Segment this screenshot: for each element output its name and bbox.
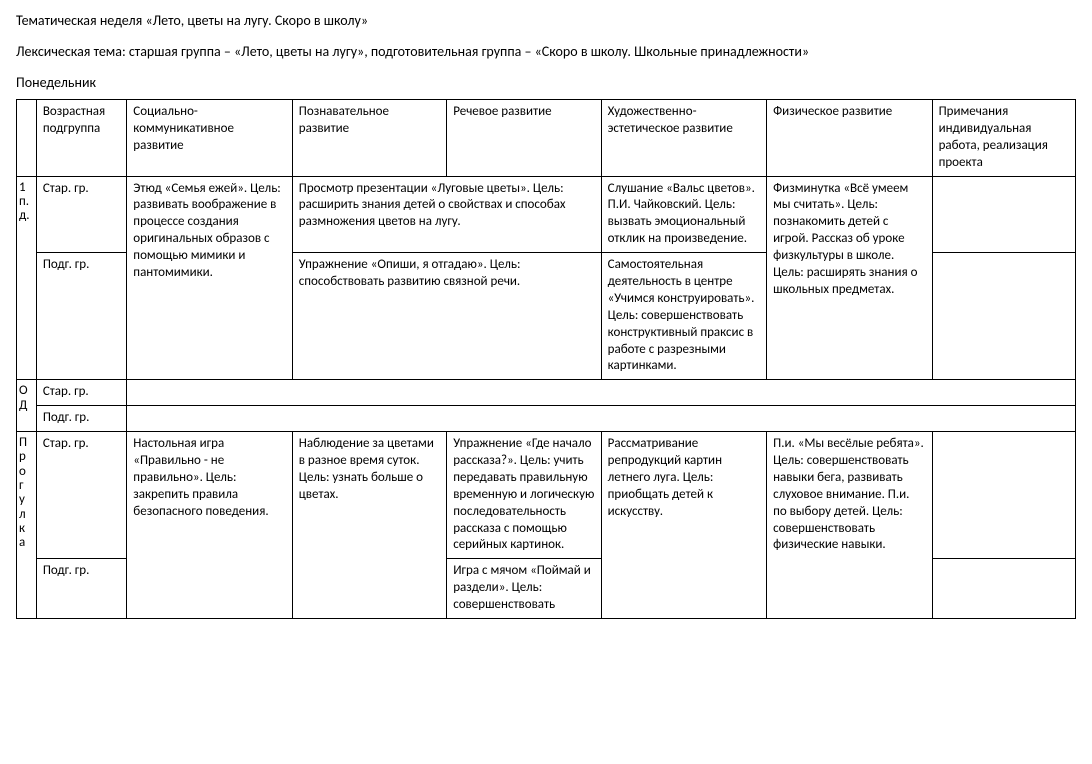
group-cell: Подг. гр. bbox=[36, 253, 126, 380]
period-char: у bbox=[19, 493, 34, 507]
period-char: П bbox=[19, 436, 34, 450]
period-od: О Д bbox=[17, 380, 37, 432]
cell-social: Настольная игра «Правильно - не правильн… bbox=[127, 432, 292, 619]
header-physical: Физическое развитие bbox=[767, 100, 932, 177]
table-row: Подг. гр. bbox=[17, 406, 1076, 432]
cell-physical: П.и. «Мы весёлые ребята». Цель: совершен… bbox=[767, 432, 932, 619]
cell-cognitive: Наблюдение за цветами в разное время сут… bbox=[292, 432, 446, 619]
header-art: Художественно-эстетическое развитие bbox=[601, 100, 766, 177]
period-char: к bbox=[19, 522, 34, 536]
period-char: 1 bbox=[19, 181, 34, 195]
table-row: 1 п. д. Стар. гр. Этюд «Семья ежей». Цел… bbox=[17, 176, 1076, 253]
period-char: п. bbox=[19, 195, 34, 209]
cell-social: Этюд «Семья ежей». Цель: развивать вообр… bbox=[127, 176, 292, 380]
period-char: о bbox=[19, 465, 34, 479]
day-label: Понедельник bbox=[16, 74, 1076, 91]
cell-notes bbox=[932, 432, 1075, 559]
cell-cognitive-speech: Упражнение «Опиши, я отгадаю». Цель: спо… bbox=[292, 253, 601, 380]
cell-empty bbox=[127, 380, 1076, 406]
cell-physical: Физминутка «Всё умеем мы считать». Цель:… bbox=[767, 176, 932, 380]
group-cell: Подг. гр. bbox=[36, 559, 126, 619]
period-char: л bbox=[19, 508, 34, 522]
cell-empty bbox=[127, 406, 1076, 432]
cell-cognitive-speech: Просмотр презентации «Луговые цветы». Це… bbox=[292, 176, 601, 253]
cell-notes bbox=[932, 559, 1075, 619]
group-cell: Стар. гр. bbox=[36, 432, 126, 559]
table-header-row: Возрастная подгруппа Социально-коммуника… bbox=[17, 100, 1076, 177]
header-speech: Речевое развитие bbox=[447, 100, 601, 177]
group-cell: Подг. гр. bbox=[36, 406, 126, 432]
cell-art: Самостоятельная деятельность в центре «У… bbox=[601, 253, 766, 380]
period-char: р bbox=[19, 450, 34, 464]
period-char: д. bbox=[19, 209, 34, 223]
cell-speech: Игра с мячом «Поймай и раздели». Цель: с… bbox=[447, 559, 601, 619]
cell-art: Рассматривание репродукций картин летнег… bbox=[601, 432, 766, 619]
cell-speech: Упражнение «Где начало рассказа?». Цель:… bbox=[447, 432, 601, 559]
cell-notes bbox=[932, 176, 1075, 253]
cell-notes bbox=[932, 253, 1075, 380]
page-title: Тематическая неделя «Лето, цветы на лугу… bbox=[16, 12, 1076, 29]
table-row: О Д Стар. гр. bbox=[17, 380, 1076, 406]
group-cell: Стар. гр. bbox=[36, 380, 126, 406]
header-social: Социально-коммуникативное развитие bbox=[127, 100, 292, 177]
cell-art: Слушание «Вальс цветов». П.И. Чайковский… bbox=[601, 176, 766, 253]
period-1pd: 1 п. д. bbox=[17, 176, 37, 380]
period-char: Д bbox=[19, 399, 34, 413]
header-age: Возрастная подгруппа bbox=[36, 100, 126, 177]
group-cell: Стар. гр. bbox=[36, 176, 126, 253]
period-char: г bbox=[19, 479, 34, 493]
header-period bbox=[17, 100, 37, 177]
header-cognitive: Познавательное развитие bbox=[292, 100, 446, 177]
header-notes: Примечания индивидуальная работа, реализ… bbox=[932, 100, 1075, 177]
period-walk: П р о г у л к а bbox=[17, 432, 37, 619]
period-char: а bbox=[19, 536, 34, 550]
table-row: П р о г у л к а Стар. гр. Настольная игр… bbox=[17, 432, 1076, 559]
page-subtitle: Лексическая тема: старшая группа – «Лето… bbox=[16, 43, 1076, 60]
schedule-table: Возрастная подгруппа Социально-коммуника… bbox=[16, 99, 1076, 619]
period-char: О bbox=[19, 384, 34, 398]
